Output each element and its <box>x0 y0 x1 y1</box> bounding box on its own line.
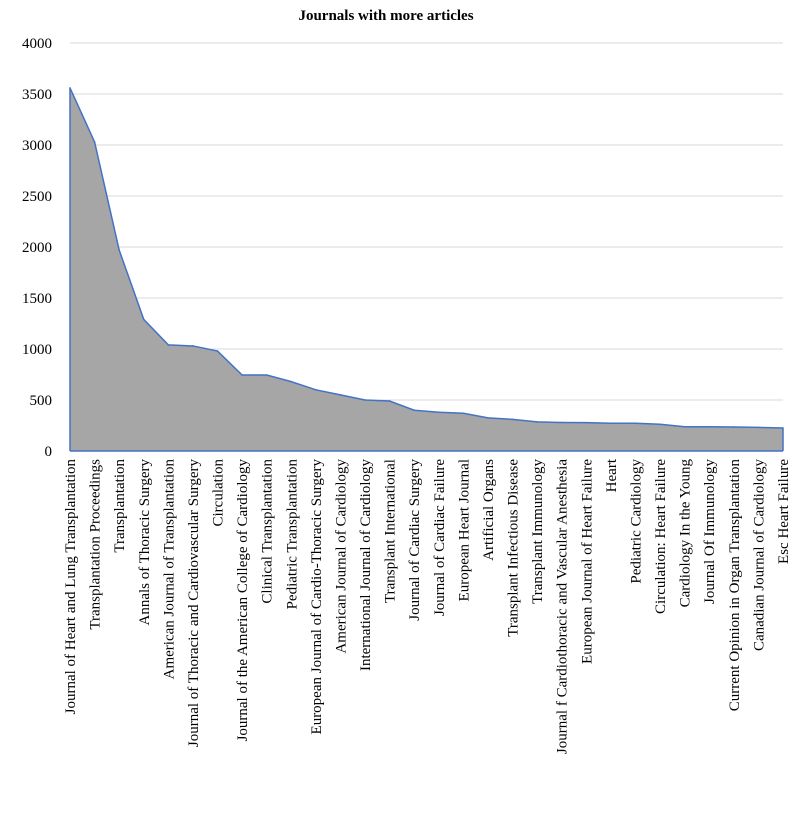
x-tick-label: Heart <box>604 458 620 492</box>
x-tick-label: International Journal of Cardiology <box>358 459 374 672</box>
y-tick-label: 0 <box>45 444 53 460</box>
data-point <box>315 389 317 391</box>
data-point <box>413 409 416 412</box>
x-tick-label: Current Opinion in Organ Transplantation <box>727 459 743 712</box>
y-tick-label: 4000 <box>22 36 52 52</box>
x-tick-label: Canadian Journal of Cardiology <box>751 459 767 652</box>
x-tick-label: Journal of Thoracic and Cardiovascular S… <box>186 459 202 748</box>
data-point <box>610 422 612 425</box>
data-point <box>733 426 735 428</box>
data-point <box>265 374 268 376</box>
y-tick-label: 3000 <box>22 138 52 154</box>
data-point <box>511 418 514 421</box>
data-point <box>192 345 194 347</box>
y-tick-label: 2000 <box>22 240 52 256</box>
x-tick-label: Pediatric Transplantation <box>284 459 300 610</box>
x-tick-label: Journal Of Immunology <box>702 459 718 604</box>
x-tick-label: European Journal of Cardio-Thoracic Surg… <box>309 459 325 735</box>
data-point <box>290 380 293 383</box>
x-tick-label: Journal of the American College of Cardi… <box>235 459 251 742</box>
data-point <box>708 425 711 428</box>
x-tick-label: Transplant Infectious Disease <box>506 459 522 637</box>
x-tick-label: Transplant Immunology <box>530 459 546 604</box>
data-point <box>659 423 661 426</box>
data-point <box>782 427 784 429</box>
data-point <box>683 425 686 428</box>
x-tick-label: Clinical Transplantation <box>260 459 276 604</box>
x-tick-label: Journal of Cardiac Failure <box>432 459 448 616</box>
data-point <box>167 344 170 346</box>
x-tick-label: European Journal of Heart Failure <box>579 459 595 664</box>
data-point <box>339 394 342 396</box>
data-point <box>585 421 588 424</box>
x-tick-label: European Heart Journal <box>456 459 472 601</box>
y-axis: 0 500 1000 1500 2000 2500 3000 3500 4000 <box>22 36 52 460</box>
x-tick-label: American Journal of Transplantation <box>161 459 177 680</box>
x-tick-label: Pediatric Cardiology <box>628 459 644 584</box>
x-tick-label: Esc Heart Failure <box>776 459 792 564</box>
x-tick-label: Annals of Thoracic Surgery <box>137 459 153 626</box>
y-tick-label: 2500 <box>22 189 52 205</box>
data-point <box>757 426 760 429</box>
x-tick-label: Journal of Cardiac Surgery <box>407 459 423 621</box>
data-point <box>216 350 219 352</box>
x-tick-label: Transplant International <box>383 459 399 603</box>
data-point <box>364 399 366 401</box>
series-line <box>69 87 784 429</box>
x-tick-label: Circulation: Heart Failure <box>653 459 669 614</box>
data-point <box>118 249 120 251</box>
x-tick-label: Transplantation Proceedings <box>88 459 104 630</box>
y-tick-label: 3500 <box>22 87 52 103</box>
data-point <box>437 411 440 414</box>
data-point <box>388 400 391 402</box>
chart-title: Journals with more articles <box>298 8 473 24</box>
x-axis: Journal of Heart and Lung Transplantatio… <box>63 458 792 754</box>
x-tick-label: Transplantation <box>112 459 128 553</box>
y-tick-label: 1500 <box>22 291 52 307</box>
data-point <box>536 421 538 423</box>
data-point <box>142 318 145 321</box>
plot-area <box>69 87 784 452</box>
x-tick-label: Cardiology In the Young <box>678 459 694 608</box>
y-tick-label: 1000 <box>22 342 52 358</box>
y-tick-label: 500 <box>30 393 53 409</box>
data-point <box>634 422 637 425</box>
data-point <box>241 374 243 376</box>
x-tick-label: American Journal of Cardiology <box>333 458 349 653</box>
data-point <box>462 412 465 415</box>
x-tick-label: Artificial Organs <box>481 459 497 561</box>
area-fill <box>70 87 783 451</box>
data-point <box>560 421 563 424</box>
x-tick-label: Journal of Heart and Lung Transplantatio… <box>63 459 79 715</box>
x-tick-label: Journal f Cardiothoracic and Vascular An… <box>555 459 571 754</box>
data-point <box>93 141 96 143</box>
data-point <box>487 417 489 419</box>
data-point <box>69 87 71 89</box>
x-tick-label: Circulation <box>211 459 227 527</box>
